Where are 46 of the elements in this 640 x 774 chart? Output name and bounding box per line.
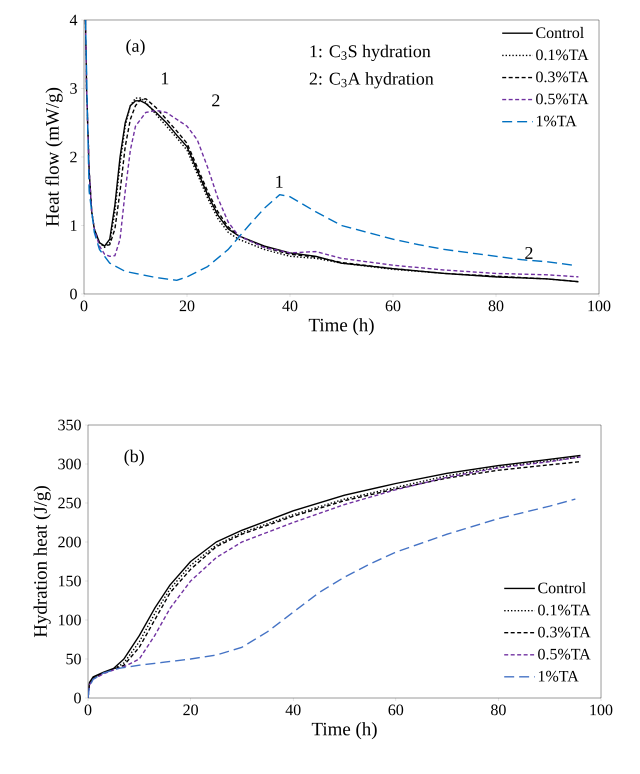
x-tick-label: 60 [388,704,404,716]
x-tick-label: 0 [84,704,92,716]
y-tick-label: 0 [74,692,81,704]
y-tick-label: 100 [58,614,81,626]
x-tick-label: 60 [386,300,400,312]
annotation: 1: C$_{3}$S hydration [310,44,431,62]
legend-label: 1%TA [538,670,579,682]
y-tick-label: 2 [70,152,77,162]
y-tick-label: 150 [58,576,81,586]
legend-label: 0.5%TA [536,94,589,104]
x-tick-label: 100 [590,704,612,716]
y-tick-label: 1 [70,220,77,231]
legend-label: Control [538,582,586,594]
x-tick-label: 80 [488,300,504,312]
x-tick-label: 40 [286,704,301,716]
legend-label: 0.1%TA [538,604,591,616]
x-axis-title: Time (h) [312,722,377,740]
x-axis-title: Time (h) [308,318,374,336]
legend-label: 1%TA [536,116,577,126]
annotation: (b) [124,450,144,466]
annotation: 2 [525,246,532,259]
legend-label: 0.3%TA [536,72,589,82]
legend-label: 0.1%TA [536,49,589,60]
y-tick-label: 4 [70,14,78,26]
y-tick-label: 350 [58,420,81,430]
x-tick-label: 100 [588,300,610,312]
y-tick-label: 50 [66,654,81,664]
x-tick-label: 80 [491,704,506,716]
y-axis-title: Hydration heat (J/g) [34,486,51,638]
legend-label: 0.3%TA [538,626,591,638]
legend-label: Control [536,26,584,38]
annotation: 1 [276,176,283,188]
annotation: 2: C$_{3}$A hydration [310,72,434,88]
legend-label: 0.5%TA [538,648,591,660]
x-tick-label: 20 [180,300,194,312]
y-tick-label: 200 [58,536,81,548]
y-tick-label: 0 [70,288,77,300]
y-tick-label: 250 [58,498,81,508]
x-tick-label: 40 [282,300,298,312]
annotation: (a) [126,39,145,56]
y-tick-label: 3 [70,83,77,94]
x-tick-label: 20 [183,704,198,716]
annotation: 2 [212,94,220,106]
y-axis-title: Heat flow (mW/g) [45,88,63,226]
annotation: 1 [162,72,168,84]
y-tick-label: 300 [58,458,81,470]
